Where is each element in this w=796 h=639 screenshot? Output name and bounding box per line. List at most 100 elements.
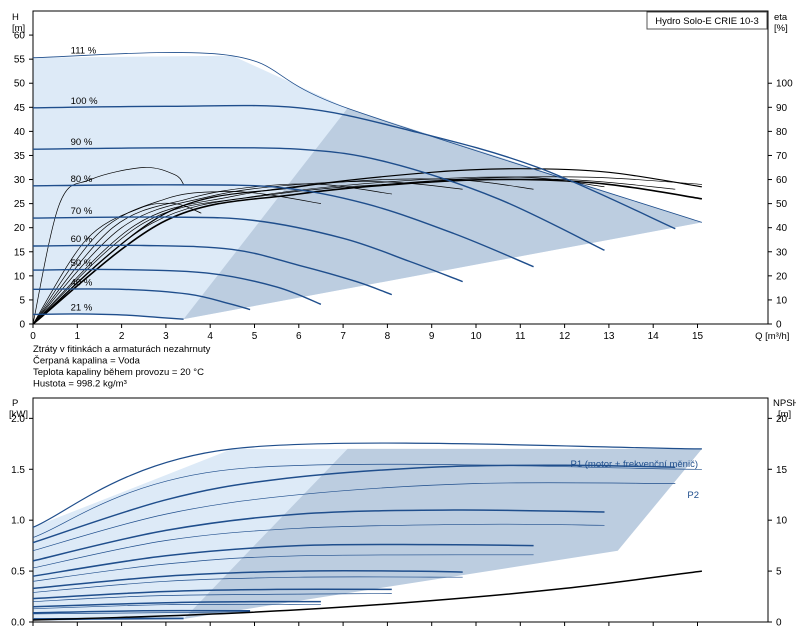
power-area-dark — [183, 448, 702, 619]
p1-curve — [32, 569, 463, 590]
x-tick-label: 5 — [252, 331, 258, 342]
y-tick-label: 5 — [19, 295, 25, 306]
power-chart-frame — [32, 397, 769, 623]
x-tick-label: 4 — [207, 331, 213, 342]
x-tick-label: 11 — [515, 331, 526, 342]
efficiency-max-curve — [32, 178, 703, 325]
npsh-curve — [32, 570, 702, 621]
x-tick-label: 6 — [296, 331, 302, 342]
x-tick-label: 1 — [75, 331, 81, 342]
annotation-line: Čerpaná kapalina = Voda — [33, 356, 141, 367]
p2-curve — [32, 604, 321, 610]
x-tick-label: 7 — [340, 331, 346, 342]
head-chart: 0 1 2 3 4 5 6 7 8 9 10 11 12 13 14 15 Q [m³/h]0510152025… — [12, 10, 793, 342]
x-tick-label: 0 — [30, 331, 36, 342]
y-right-tick-label: 80 — [776, 127, 788, 138]
p2-curve — [32, 554, 534, 582]
p2-curve — [32, 463, 702, 538]
speed-curve — [32, 104, 676, 230]
x-tick-label: 9 — [429, 331, 435, 342]
y-tick-label: 55 — [14, 55, 26, 66]
y-right-tick-label: 5 — [776, 567, 782, 578]
p1-curve — [32, 609, 251, 614]
y-right-tick-label: 40 — [776, 223, 788, 234]
speed-curve-label: 80 % — [71, 174, 93, 185]
y-right-tick-label: 0 — [776, 320, 782, 331]
y-right-tick-label: 50 — [776, 199, 788, 210]
p2-curve — [32, 523, 605, 569]
p2-curve — [32, 482, 676, 552]
p1-curve — [32, 543, 534, 577]
y-right-tick-label: 60 — [776, 175, 788, 186]
speed-curve-label: 70 % — [71, 206, 93, 217]
x-axis-label: Q [m³/h] — [755, 331, 789, 342]
speed-curve — [32, 184, 534, 268]
y-right-axis-label-npsh: NPSH — [773, 398, 796, 409]
p1-curve — [32, 442, 702, 528]
y-tick-label: 0.0 — [11, 618, 25, 629]
speed-curve-label: 21 % — [71, 302, 93, 313]
head-chart-frame — [32, 10, 769, 325]
y-tick-label: 25 — [14, 199, 26, 210]
speed-curve — [32, 268, 322, 305]
x-tick-label: 15 — [692, 331, 704, 342]
y-right-tick-label: 30 — [776, 247, 788, 258]
speed-curve-label: 40 % — [71, 277, 93, 288]
y-tick-label: 1.0 — [11, 516, 25, 527]
y-tick-label: 0.5 — [11, 567, 25, 578]
p2-curve — [32, 611, 251, 615]
x-tick-label: 3 — [163, 331, 169, 342]
y-right-tick-label: 15 — [776, 465, 788, 476]
annotation-line: Ztráty v fitinkách a armaturách nezahrnu… — [33, 344, 211, 355]
y-tick-label: 0 — [19, 320, 25, 331]
x-tick-label: 12 — [559, 331, 571, 342]
y-axis-label-h: H — [12, 12, 19, 23]
p1-series-label: P1 (motor + frekvenční měnič) — [570, 459, 698, 470]
efficiency-curve — [32, 183, 392, 325]
y-tick-label: 30 — [14, 175, 26, 186]
p1-curve — [32, 509, 605, 562]
annotation-line: Teplota kapaliny během provozu = 20 °C — [33, 367, 204, 378]
y-right-tick-label: 20 — [776, 414, 788, 425]
speed-curve-label: 60 % — [71, 234, 93, 245]
y-tick-label: 20 — [14, 223, 26, 234]
chart-title: Hydro Solo-E CRIE 10-3 — [655, 16, 758, 27]
y-tick-label: 60 — [14, 31, 26, 42]
p1-curve — [32, 600, 321, 608]
y-right-tick-label: 20 — [776, 271, 788, 282]
y-axis-label-kw: [kW] — [9, 409, 28, 420]
y-right-axis-unit-m: [m] — [778, 409, 791, 420]
y-tick-label: 50 — [14, 79, 26, 90]
speed-curve-label: 90 % — [71, 137, 93, 148]
operating-area-dark — [183, 108, 702, 320]
speed-curve-label: 100 % — [71, 96, 98, 107]
y-axis-label-p: P — [12, 398, 18, 409]
y-right-tick-label: 90 — [776, 103, 788, 114]
y-tick-label: 2.0 — [11, 414, 25, 425]
x-tick-label: 14 — [648, 331, 660, 342]
y-right-axis-label: eta — [774, 12, 788, 23]
p2-curve — [32, 593, 392, 602]
y-tick-label: 10 — [14, 271, 26, 282]
power-chart: 0.0 0.5 1.0 1.5 2.0 P[kW] 0 5 10 15 20 NPSH[m] P1 (m… — [9, 397, 796, 629]
speed-curve-label: 111 % — [71, 46, 97, 57]
x-tick-label: 13 — [603, 331, 615, 342]
speed-curve — [32, 216, 463, 283]
y-tick-label: 1.5 — [11, 465, 25, 476]
x-tick-label: 10 — [470, 331, 482, 342]
x-tick-label: 8 — [385, 331, 391, 342]
speed-curve — [32, 244, 393, 296]
y-right-tick-label: 10 — [776, 295, 788, 306]
title-box — [646, 11, 768, 30]
y-tick-label: 15 — [14, 247, 26, 258]
p1-curve — [32, 464, 676, 544]
speed-curve — [32, 313, 184, 320]
y-right-tick-label: 0 — [776, 618, 782, 629]
p1-curve — [32, 588, 392, 600]
annotation-line: Hustota = 998.2 kg/m³ — [33, 379, 127, 390]
efficiency-curve — [32, 191, 321, 325]
y-tick-label: 35 — [14, 151, 26, 162]
efficiency-curve — [32, 167, 184, 325]
y-tick-label: 45 — [14, 103, 26, 114]
